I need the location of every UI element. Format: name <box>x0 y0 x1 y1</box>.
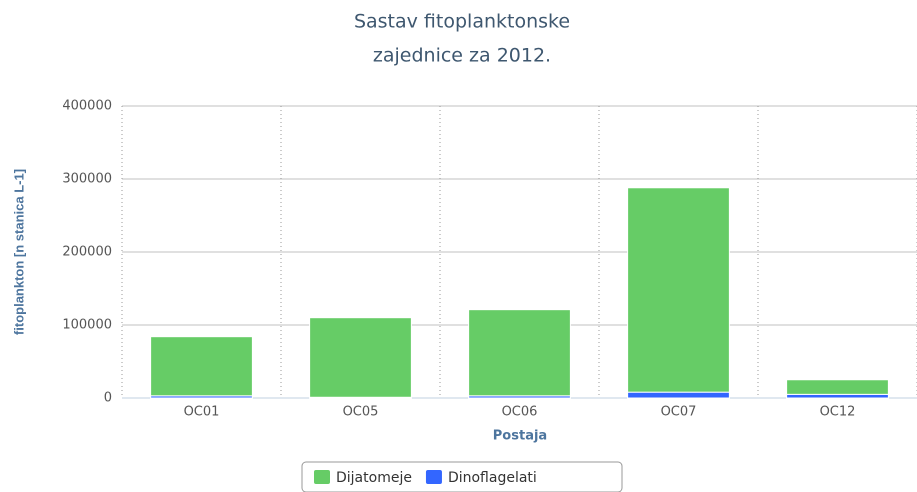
y-tick-label: 400000 <box>62 99 112 114</box>
chart-title: Sastav fitoplanktonske <box>354 11 570 33</box>
bar <box>627 391 730 399</box>
y-tick-label: 0 <box>104 391 112 406</box>
bar <box>786 379 889 395</box>
legend-swatch <box>425 470 442 484</box>
bar <box>627 187 730 393</box>
legend-label: Dinoflagelati <box>448 470 537 486</box>
x-axis-title: Postaja <box>493 429 547 444</box>
legend-swatch <box>314 470 330 484</box>
legend-label: Dijatomeje <box>336 470 412 486</box>
chart-title: zajednice za 2012. <box>373 45 551 67</box>
y-axis-title: fitoplankton [n stanica L-1] <box>11 169 26 335</box>
y-tick-label: 300000 <box>62 172 112 187</box>
bar <box>309 317 412 398</box>
x-tick-label: OC05 <box>343 405 379 420</box>
x-tick-label: OC12 <box>820 405 856 420</box>
x-tick-label: OC01 <box>184 405 220 420</box>
bar <box>468 309 571 397</box>
bar <box>786 393 889 399</box>
bar <box>150 336 253 397</box>
y-tick-label: 100000 <box>62 318 112 333</box>
x-tick-label: OC06 <box>502 405 538 420</box>
x-tick-label: OC07 <box>661 405 697 420</box>
y-tick-label: 200000 <box>62 245 112 260</box>
legend-box <box>301 461 623 492</box>
